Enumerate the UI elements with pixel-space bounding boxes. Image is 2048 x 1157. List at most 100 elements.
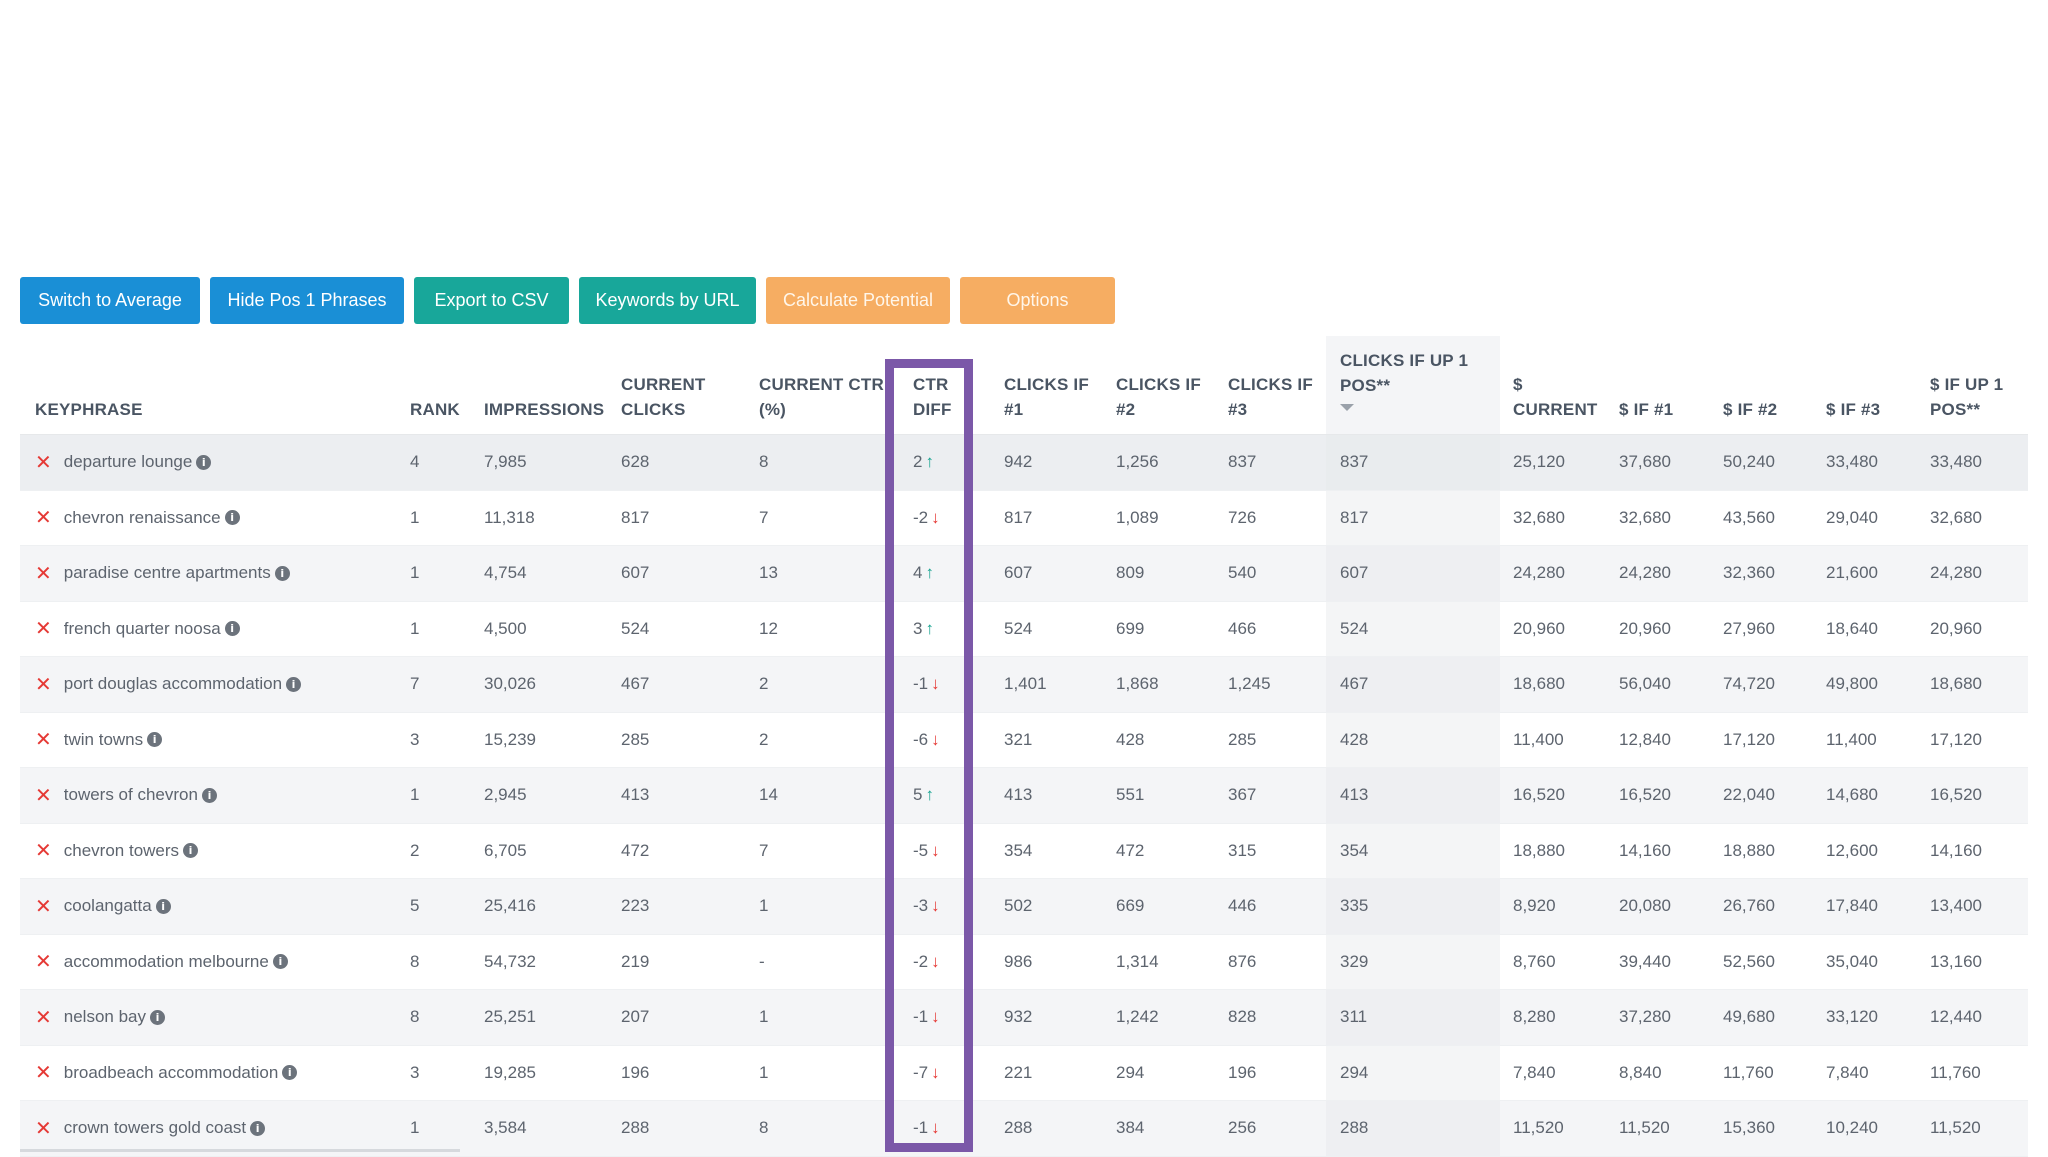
d1-cell: 16,520 bbox=[1619, 785, 1671, 805]
table-row[interactable]: ✕ nelson bay i 8 25,251 207 1 932 1,242 828 311 8,2… bbox=[20, 990, 2028, 1046]
ctr-diff-value: 4 bbox=[913, 563, 923, 583]
c1-cell: 932 bbox=[1004, 1007, 1033, 1027]
c1-cell: 1,401 bbox=[1004, 674, 1047, 694]
header-clicks-if-1[interactable]: CLICKS IF #1 bbox=[1004, 375, 1089, 419]
header-dollar-if-3[interactable]: $ IF #3 bbox=[1826, 400, 1881, 419]
table-row[interactable]: ✕ towers of chevron i 1 2,945 413 14 413 551 367 4… bbox=[20, 768, 2028, 824]
table-row[interactable]: ✕ chevron renaissance i 1 11,318 817 7 817 1,089… bbox=[20, 490, 2028, 546]
table-row[interactable]: ✕ chevron towers i 2 6,705 472 7 354 472 315 354 18… bbox=[20, 823, 2028, 879]
keyphrase-text: coolangatta bbox=[63, 896, 152, 916]
header-keyphrase[interactable]: KEYPHRASE bbox=[35, 400, 143, 419]
d3-cell: 7,840 bbox=[1826, 1062, 1869, 1082]
c2-cell: 294 bbox=[1116, 1062, 1145, 1082]
impressions-cell: 6,705 bbox=[484, 840, 527, 860]
ctr-diff-cell: 5 ↑ bbox=[913, 768, 934, 823]
export-to-csv-button[interactable]: Export to CSV bbox=[414, 277, 569, 324]
header-clicks-if-up-1-pos[interactable]: CLICKS IF UP 1 POS** bbox=[1326, 336, 1500, 434]
sorted-column-shade bbox=[1326, 823, 1500, 878]
calculate-potential-button[interactable]: Calculate Potential bbox=[766, 277, 950, 324]
info-icon[interactable]: i bbox=[155, 898, 171, 914]
table-row[interactable]: ✕ coolangatta i 5 25,416 223 1 502 669 446 335 8,92… bbox=[20, 879, 2028, 935]
table-body: ✕ departure lounge i 4 7,985 628 8 942 1,256 837 8… bbox=[20, 435, 2028, 1157]
info-icon[interactable]: i bbox=[224, 510, 240, 526]
remove-x-icon[interactable]: ✕ bbox=[35, 1117, 52, 1140]
info-icon[interactable]: i bbox=[224, 621, 240, 637]
remove-x-icon[interactable]: ✕ bbox=[35, 1062, 52, 1085]
sort-caret-icon[interactable] bbox=[1340, 404, 1354, 411]
horizontal-scrollbar[interactable] bbox=[20, 1149, 460, 1152]
remove-x-icon[interactable]: ✕ bbox=[35, 951, 52, 974]
info-icon[interactable]: i bbox=[250, 1120, 266, 1136]
remove-x-icon[interactable]: ✕ bbox=[35, 507, 52, 530]
header-rank[interactable]: RANK bbox=[410, 400, 460, 419]
hide-pos-1-phrases-button[interactable]: Hide Pos 1 Phrases bbox=[210, 277, 404, 324]
table-row[interactable]: ✕ crown towers gold coast i 1 3,584 288 8 288 38… bbox=[20, 1101, 2028, 1157]
rank-cell: 3 bbox=[410, 1062, 420, 1082]
rank-cell: 5 bbox=[410, 896, 420, 916]
table-row[interactable]: ✕ broadbeach accommodation i 3 19,285 196 1 221… bbox=[20, 1045, 2028, 1101]
info-icon[interactable]: i bbox=[272, 954, 288, 970]
d2-cell: 32,360 bbox=[1723, 563, 1775, 583]
info-icon[interactable]: i bbox=[286, 676, 302, 692]
header-current-clicks[interactable]: CURRENT CLICKS bbox=[621, 375, 706, 419]
header-dollar-if-1[interactable]: $ IF #1 bbox=[1619, 400, 1674, 419]
d1-cell: 12,840 bbox=[1619, 729, 1671, 749]
remove-x-icon[interactable]: ✕ bbox=[35, 840, 52, 863]
remove-x-icon[interactable]: ✕ bbox=[35, 895, 52, 918]
rank-cell: 1 bbox=[410, 785, 420, 805]
cup-cell: 354 bbox=[1340, 840, 1369, 860]
table-row[interactable]: ✕ port douglas accommodation i 7 30,026 467 2 1… bbox=[20, 657, 2028, 713]
ctr-cell: 13 bbox=[759, 563, 778, 583]
remove-x-icon[interactable]: ✕ bbox=[35, 784, 52, 807]
remove-x-icon[interactable]: ✕ bbox=[35, 673, 52, 696]
info-icon[interactable]: i bbox=[274, 565, 290, 581]
remove-x-icon[interactable]: ✕ bbox=[35, 618, 52, 641]
ctr-diff-value: 3 bbox=[913, 618, 923, 638]
dcur-cell: 11,400 bbox=[1513, 729, 1564, 749]
keywords-by-url-button[interactable]: Keywords by URL bbox=[579, 277, 756, 324]
table-row[interactable]: ✕ french quarter noosa i 1 4,500 524 12 524 699 4… bbox=[20, 601, 2028, 657]
arrow-up-icon: ↑ bbox=[925, 785, 934, 805]
c1-cell: 817 bbox=[1004, 507, 1033, 527]
header-clicks-if-3[interactable]: CLICKS IF #3 bbox=[1228, 375, 1313, 419]
header-ctr-diff[interactable]: CTR DIFF bbox=[913, 375, 952, 419]
header-dollar-if-up-1-pos[interactable]: $ IF UP 1 POS** bbox=[1930, 375, 2004, 419]
remove-x-icon[interactable]: ✕ bbox=[35, 1006, 52, 1029]
table-row[interactable]: ✕ twin towns i 3 15,239 285 2 321 428 285 428 11,40… bbox=[20, 712, 2028, 768]
ctr-cell: 8 bbox=[759, 452, 769, 472]
keyphrase-cell: ✕ accommodation melbourne i bbox=[35, 935, 288, 990]
table-row[interactable]: ✕ departure lounge i 4 7,985 628 8 942 1,256 837 8… bbox=[20, 435, 2028, 491]
cup-cell: 294 bbox=[1340, 1062, 1369, 1082]
options-button[interactable]: Options bbox=[960, 277, 1115, 324]
header-impressions[interactable]: IMPRESSIONS bbox=[484, 400, 605, 419]
arrow-up-icon: ↑ bbox=[925, 452, 934, 472]
keyphrase-cell: ✕ chevron renaissance i bbox=[35, 491, 240, 546]
info-icon[interactable]: i bbox=[183, 843, 199, 859]
table-row[interactable]: ✕ accommodation melbourne i 8 54,732 219 - 986 1… bbox=[20, 934, 2028, 990]
header-current-ctr[interactable]: CURRENT CTR (%) bbox=[759, 375, 884, 419]
remove-x-icon[interactable]: ✕ bbox=[35, 451, 52, 474]
sorted-column-shade bbox=[1326, 712, 1500, 767]
info-icon[interactable]: i bbox=[196, 454, 212, 470]
c2-cell: 472 bbox=[1116, 840, 1145, 860]
dup-cell: 32,680 bbox=[1930, 507, 1982, 527]
info-icon[interactable]: i bbox=[150, 1009, 165, 1025]
header-dollar-current[interactable]: $ CURRENT bbox=[1513, 375, 1598, 419]
ctr-cell: 7 bbox=[759, 840, 769, 860]
switch-to-average-button[interactable]: Switch to Average bbox=[20, 277, 200, 324]
table-row[interactable]: ✕ paradise centre apartments i 1 4,754 607 13 6… bbox=[20, 546, 2028, 602]
impressions-cell: 25,251 bbox=[484, 1007, 536, 1027]
header-clicks-if-2[interactable]: CLICKS IF #2 bbox=[1116, 375, 1201, 419]
impressions-cell: 3,584 bbox=[484, 1118, 527, 1138]
remove-x-icon[interactable]: ✕ bbox=[35, 729, 52, 752]
d3-cell: 49,800 bbox=[1826, 674, 1878, 694]
ctr-diff-cell: -2 ↓ bbox=[913, 935, 940, 990]
remove-x-icon[interactable]: ✕ bbox=[35, 562, 52, 585]
dcur-cell: 18,680 bbox=[1513, 674, 1565, 694]
info-icon[interactable]: i bbox=[282, 1065, 298, 1081]
keyphrase-text: paradise centre apartments bbox=[63, 563, 271, 583]
dup-cell: 17,120 bbox=[1930, 729, 1982, 749]
info-icon[interactable]: i bbox=[147, 732, 163, 748]
info-icon[interactable]: i bbox=[201, 787, 217, 803]
header-dollar-if-2[interactable]: $ IF #2 bbox=[1723, 400, 1778, 419]
